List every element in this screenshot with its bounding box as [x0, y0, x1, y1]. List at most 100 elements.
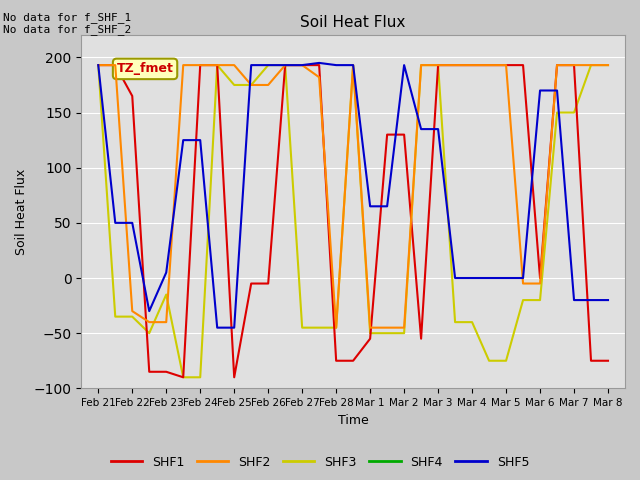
SHF1 [247, 281, 255, 287]
SHF2 [179, 62, 187, 68]
SHF1 [129, 93, 136, 99]
SHF5 [316, 60, 323, 66]
SHF2 [230, 62, 238, 68]
SHF2 [247, 82, 255, 88]
SHF2 [332, 325, 340, 331]
SHF3 [502, 358, 510, 364]
SHF3 [298, 325, 306, 331]
SHF2 [95, 62, 102, 68]
SHF5 [349, 62, 357, 68]
SHF5 [129, 220, 136, 226]
SHF5 [264, 62, 272, 68]
SHF2 [570, 62, 578, 68]
SHF5 [366, 204, 374, 209]
SHF5 [502, 275, 510, 281]
Line: SHF2: SHF2 [99, 65, 608, 328]
SHF2 [468, 62, 476, 68]
SHF1 [553, 62, 561, 68]
SHF2 [282, 62, 289, 68]
SHF3 [536, 297, 544, 303]
SHF2 [451, 62, 459, 68]
SHF2 [366, 325, 374, 331]
SHF2 [400, 325, 408, 331]
SHF5 [298, 62, 306, 68]
SHF3 [111, 314, 119, 320]
Text: TZ_fmet: TZ_fmet [116, 62, 173, 75]
X-axis label: Time: Time [338, 414, 369, 427]
SHF2 [196, 62, 204, 68]
SHF3 [570, 109, 578, 115]
SHF2 [519, 281, 527, 287]
SHF3 [400, 330, 408, 336]
SHF5 [604, 297, 612, 303]
SHF1 [451, 62, 459, 68]
Title: Soil Heat Flux: Soil Heat Flux [300, 15, 406, 30]
SHF1 [230, 374, 238, 380]
SHF1 [179, 374, 187, 380]
SHF1 [485, 62, 493, 68]
SHF2 [163, 319, 170, 325]
SHF1 [536, 275, 544, 281]
SHF2 [383, 325, 391, 331]
SHF1 [435, 62, 442, 68]
SHF3 [417, 62, 425, 68]
SHF1 [213, 62, 221, 68]
SHF2 [587, 62, 595, 68]
SHF2 [145, 319, 153, 325]
SHF1 [366, 336, 374, 342]
SHF3 [129, 314, 136, 320]
SHF3 [213, 62, 221, 68]
SHF5 [247, 62, 255, 68]
SHF3 [587, 62, 595, 68]
SHF2 [111, 62, 119, 68]
SHF1 [417, 336, 425, 342]
SHF5 [230, 325, 238, 331]
SHF2 [316, 74, 323, 80]
SHF3 [282, 62, 289, 68]
SHF1 [383, 132, 391, 137]
SHF1 [519, 62, 527, 68]
SHF2 [264, 82, 272, 88]
SHF5 [383, 204, 391, 209]
SHF3 [468, 319, 476, 325]
SHF1 [95, 62, 102, 68]
SHF5 [282, 62, 289, 68]
SHF2 [435, 62, 442, 68]
SHF5 [435, 126, 442, 132]
SHF3 [95, 62, 102, 68]
SHF5 [95, 62, 102, 68]
SHF2 [553, 62, 561, 68]
SHF1 [587, 358, 595, 364]
SHF1 [196, 62, 204, 68]
SHF5 [417, 126, 425, 132]
SHF5 [536, 88, 544, 94]
SHF1 [604, 358, 612, 364]
SHF1 [570, 62, 578, 68]
SHF1 [316, 62, 323, 68]
SHF1 [332, 358, 340, 364]
SHF5 [519, 275, 527, 281]
SHF2 [129, 308, 136, 314]
SHF3 [349, 62, 357, 68]
SHF1 [282, 62, 289, 68]
SHF5 [570, 297, 578, 303]
SHF3 [316, 325, 323, 331]
SHF3 [383, 330, 391, 336]
SHF3 [604, 62, 612, 68]
SHF3 [485, 358, 493, 364]
SHF1 [298, 62, 306, 68]
SHF5 [468, 275, 476, 281]
SHF5 [163, 270, 170, 276]
Line: SHF1: SHF1 [99, 65, 608, 377]
SHF2 [417, 62, 425, 68]
SHF5 [332, 62, 340, 68]
Line: SHF5: SHF5 [99, 63, 608, 328]
SHF3 [519, 297, 527, 303]
SHF1 [349, 358, 357, 364]
SHF5 [145, 308, 153, 314]
SHF3 [553, 109, 561, 115]
SHF3 [451, 319, 459, 325]
SHF3 [196, 374, 204, 380]
SHF1 [145, 369, 153, 375]
SHF1 [400, 132, 408, 137]
